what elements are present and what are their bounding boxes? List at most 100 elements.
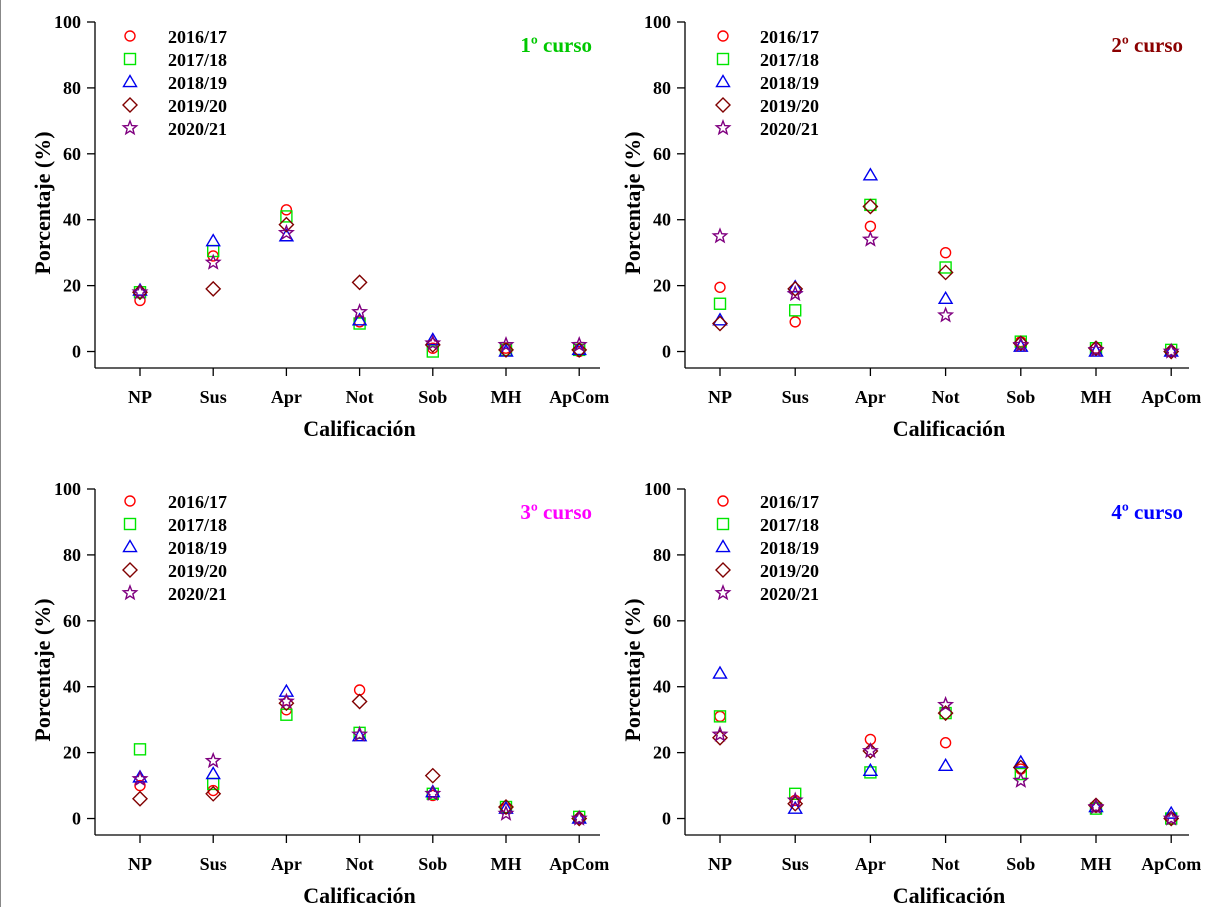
data-point [277,223,295,241]
data-point [861,742,879,759]
data-point [789,304,802,317]
legend-label: 2017/18 [760,515,819,535]
legend-label: 2017/18 [168,50,227,70]
x-tick-label: Sus [200,387,227,407]
legend-label: 2018/19 [168,73,227,93]
y-tick-label: 0 [72,809,81,829]
legend-marker [124,30,136,42]
legend-marker [714,584,732,601]
x-tick-label: Not [932,387,960,407]
x-tick-label: MH [491,387,522,407]
legend-marker [715,562,731,578]
y-tick-label: 20 [63,276,81,296]
data-point [424,767,441,784]
data-point [205,766,221,780]
data-point [571,341,588,358]
data-point [1012,335,1029,352]
y-tick-label: 0 [72,342,81,362]
data-point [570,335,588,353]
data-point [937,695,955,713]
x-axis-title: Calificación [303,416,415,441]
y-tick-label: 100 [644,479,671,499]
y-axis-title: Porcentaje (%) [620,131,645,274]
y-tick-label: 60 [63,144,81,164]
panel-3: 0 20 40 60 80 100 NP Sus Apr Not Sob MH ApCom Calific… [30,479,609,907]
y-tick-label: 40 [63,210,81,230]
data-point [714,710,726,723]
x-tick-label: Not [932,854,960,874]
y-tick-label: 80 [63,78,81,98]
x-tick-label: Not [346,387,374,407]
data-point [351,303,369,320]
legend-label: 2016/17 [168,492,227,512]
data-point [1162,342,1180,359]
legend-label: 2020/21 [168,584,227,604]
y-tick-label: 40 [653,677,671,697]
x-tick-label: Sus [782,387,809,407]
y-tick-label: 60 [63,611,81,631]
y-axis-title: Porcentaje (%) [30,598,55,741]
data-point [861,230,879,247]
legend-label: 2020/21 [760,119,819,139]
data-point [787,279,803,293]
legend-marker [121,584,139,601]
y-tick-label: 20 [653,743,671,763]
x-tick-label: Apr [855,854,886,874]
data-point [1087,340,1105,358]
panel-2: 0 20 40 60 80 100 NP Sus Apr Not Sob MH ApCom Calific… [620,12,1201,441]
data-point [939,737,952,749]
y-tick-label: 80 [653,545,671,565]
data-point [787,280,804,297]
data-point [789,787,802,801]
data-point [1088,797,1104,814]
data-point [571,810,587,824]
y-tick-label: 40 [653,210,671,230]
data-point [207,784,219,797]
data-point [1013,754,1029,768]
legend-label: 2017/18 [760,50,819,70]
data-point [131,770,149,787]
x-tick-label: Apr [855,387,886,407]
data-point [277,692,295,709]
legend-label: 2020/21 [168,119,227,139]
x-tick-label: Sus [782,854,809,874]
data-point [939,246,952,259]
data-point [937,264,954,281]
x-tick-label: Sus [200,854,227,874]
x-tick-label: ApCom [1141,387,1201,407]
data-point [205,233,221,247]
data-point [711,227,729,244]
panel-label: 3º curso [520,500,592,524]
data-point [131,283,149,300]
legend-marker [715,97,731,113]
x-tick-label: ApCom [1141,854,1201,874]
legend-label: 2018/19 [760,538,819,558]
data-point [713,710,727,723]
data-point [351,693,368,710]
x-tick-label: NP [128,387,152,407]
data-point [351,274,368,291]
x-tick-label: Sob [418,854,447,874]
data-point [864,220,877,233]
data-point [786,791,804,808]
data-point [424,334,442,351]
figure-left-edge [0,0,1,907]
legend-marker [716,52,730,66]
x-tick-label: MH [491,854,522,874]
data-point [1088,340,1104,357]
data-point [712,312,728,326]
data-point [1012,771,1030,788]
y-tick-label: 80 [653,78,671,98]
x-tick-label: ApCom [549,387,609,407]
data-point [1163,343,1179,357]
data-point [1087,798,1105,815]
data-point [1014,767,1027,781]
legend-marker [122,97,138,113]
data-point [1012,335,1030,353]
legend-marker [122,562,138,578]
data-point [711,725,729,742]
y-tick-label: 100 [644,12,671,32]
x-tick-label: NP [708,854,732,874]
data-point [351,725,369,742]
